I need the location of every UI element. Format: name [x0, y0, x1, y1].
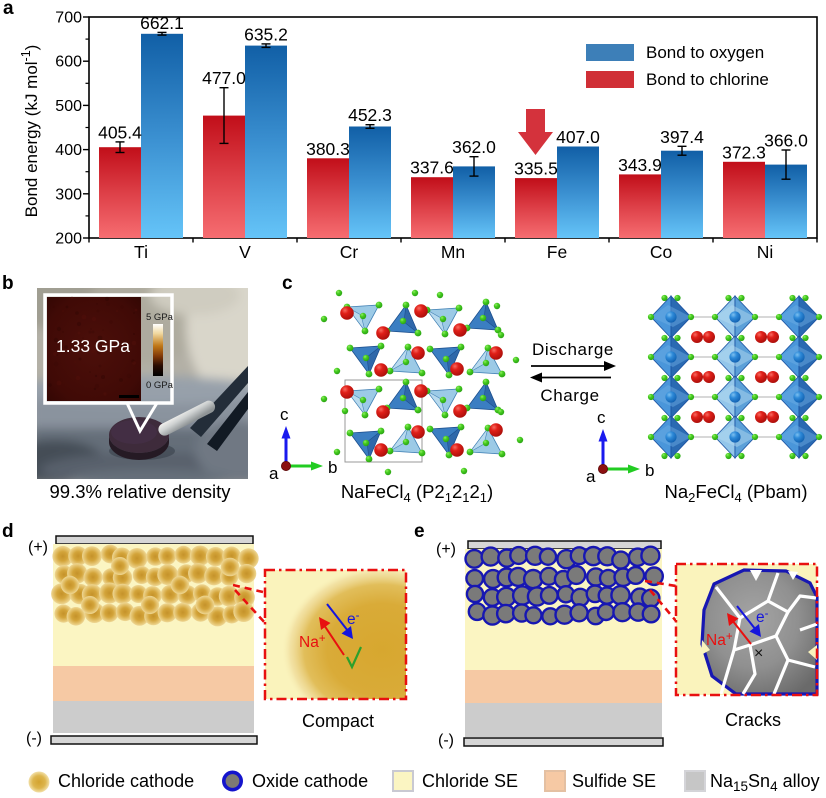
svg-text:Ti: Ti — [134, 242, 148, 262]
svg-text:a: a — [3, 0, 14, 19]
svg-text:b: b — [2, 273, 14, 294]
svg-text:Sulfide SE: Sulfide SE — [572, 771, 656, 791]
svg-text:635.2: 635.2 — [244, 24, 288, 44]
svg-text:337.6: 337.6 — [410, 158, 454, 178]
svg-text:Cr: Cr — [340, 242, 359, 262]
svg-text:Discharge: Discharge — [532, 340, 614, 359]
svg-text:Bond to oxygen: Bond to oxygen — [646, 43, 764, 62]
svg-text:a: a — [269, 464, 279, 483]
svg-text:Bond to chlorine: Bond to chlorine — [646, 70, 769, 89]
svg-text:452.3: 452.3 — [348, 105, 392, 125]
svg-text:a: a — [586, 467, 596, 486]
svg-text:(+): (+) — [436, 541, 456, 558]
svg-text:362.0: 362.0 — [452, 137, 496, 157]
svg-text:Mn: Mn — [441, 242, 465, 262]
svg-text:c: c — [597, 408, 606, 427]
svg-text:V: V — [239, 242, 251, 262]
svg-text:Na15Sn4 alloy: Na15Sn4 alloy — [710, 771, 820, 793]
svg-text:b: b — [328, 458, 337, 477]
svg-text:662.1: 662.1 — [140, 13, 184, 33]
svg-text:Ni: Ni — [757, 242, 774, 262]
svg-text:700: 700 — [55, 10, 82, 27]
svg-text:c: c — [282, 273, 293, 294]
svg-text:1.33 GPa: 1.33 GPa — [56, 336, 130, 356]
svg-text:Oxide cathode: Oxide cathode — [252, 771, 368, 791]
svg-text:477.0: 477.0 — [202, 68, 246, 88]
svg-text:×: × — [754, 645, 763, 662]
svg-text:397.4: 397.4 — [660, 127, 704, 147]
svg-text:335.5: 335.5 — [514, 159, 558, 179]
svg-text:(-): (-) — [438, 732, 454, 749]
svg-text:NaFeCl4 (P212121): NaFeCl4 (P212121) — [341, 481, 493, 505]
svg-text:407.0: 407.0 — [556, 127, 600, 147]
svg-text:Cracks: Cracks — [725, 710, 781, 730]
svg-text:600: 600 — [55, 54, 82, 71]
svg-text:343.9: 343.9 — [618, 155, 662, 175]
svg-text:e: e — [414, 521, 425, 542]
svg-text:Bond energy (kJ mol-1): Bond energy (kJ mol-1) — [19, 45, 41, 218]
svg-text:Co: Co — [650, 242, 672, 262]
svg-text:0 GPa: 0 GPa — [146, 380, 174, 391]
svg-text:Compact: Compact — [302, 711, 374, 731]
svg-text:5 GPa: 5 GPa — [146, 312, 174, 323]
svg-text:d: d — [2, 521, 14, 542]
svg-text:99.3% relative density: 99.3% relative density — [50, 481, 232, 502]
svg-text:b: b — [645, 461, 654, 480]
svg-text:Chloride SE: Chloride SE — [422, 771, 518, 791]
svg-text:(-): (-) — [26, 730, 42, 747]
svg-text:372.3: 372.3 — [722, 142, 766, 162]
svg-text:405.4: 405.4 — [98, 122, 142, 142]
svg-text:380.3: 380.3 — [306, 139, 350, 159]
svg-text:(+): (+) — [28, 539, 48, 556]
svg-text:300: 300 — [55, 186, 82, 203]
svg-text:Charge: Charge — [540, 386, 599, 405]
svg-text:Fe: Fe — [547, 242, 567, 262]
svg-text:c: c — [280, 405, 289, 424]
svg-text:500: 500 — [55, 98, 82, 115]
svg-text:400: 400 — [55, 142, 82, 159]
svg-text:366.0: 366.0 — [764, 131, 808, 151]
svg-text:200: 200 — [55, 231, 82, 248]
svg-text:Chloride cathode: Chloride cathode — [58, 771, 194, 791]
